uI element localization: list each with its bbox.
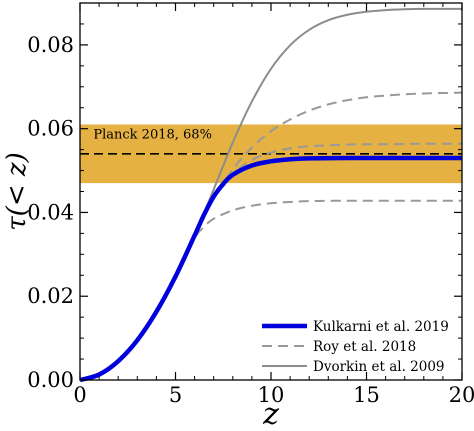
y-tick-label: 0.08: [27, 33, 74, 57]
legend: Kulkarni et al. 2019 Roy et al. 2018 Dvork…: [262, 319, 449, 375]
legend-label: Roy et al. 2018: [313, 339, 416, 355]
x-tick-label: 5: [169, 383, 182, 407]
x-tick-label: 20: [449, 383, 474, 407]
y-tick-label: 0.00: [27, 368, 74, 392]
planck-band-label: Planck 2018, 68%: [93, 127, 212, 142]
y-tick-label: 0.02: [27, 284, 74, 308]
y-axis-label: τ(< z): [2, 152, 32, 230]
x-tick-label: 15: [353, 383, 380, 407]
series-line-0: [79, 155, 462, 383]
y-tick-label: 0.04: [27, 200, 74, 224]
y-tick-label: 0.06: [27, 117, 74, 141]
legend-label: Kulkarni et al. 2019: [313, 319, 449, 335]
x-tick-label: 0: [73, 383, 86, 407]
legend-label: Dvorkin et al. 2009: [313, 359, 445, 375]
x-axis-label: z: [262, 397, 279, 431]
x-tick-label: 10: [258, 383, 285, 407]
